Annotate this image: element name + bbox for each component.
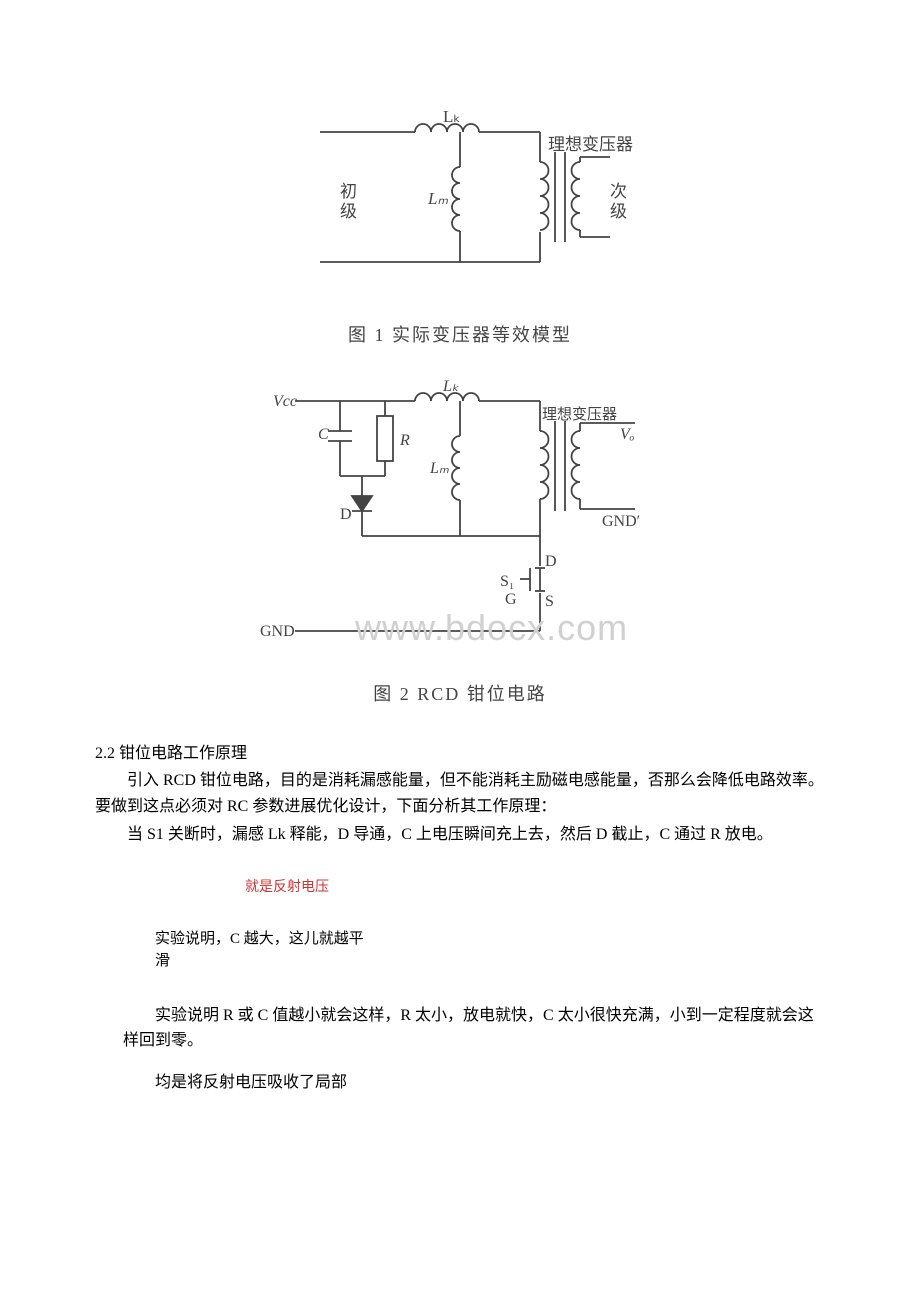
fig2-lm-label: Lₘ	[429, 460, 449, 477]
svg-text:级: 级	[340, 202, 357, 221]
note-1b: 滑	[155, 950, 455, 973]
fig2-vo-label: Vₒ	[620, 426, 635, 443]
figure-1-svg: Lₖ Lₘ 理想变压器 初 级 次 级	[280, 92, 640, 302]
section-heading: 2.2 钳位电路工作原理	[95, 741, 825, 767]
fig2-gndp-label: GND′	[602, 513, 640, 530]
fig2-lk-label: Lₖ	[442, 378, 459, 395]
red-note: 就是反射电压	[245, 877, 825, 899]
fig2-c-label: C	[318, 426, 329, 443]
fig2-ideal-label: 理想变压器	[542, 406, 617, 423]
fig2-s-label: S	[545, 593, 554, 610]
fig2-d-label: D	[340, 506, 352, 523]
fig1-primary-label: 初	[340, 182, 357, 201]
fig2-dg-label: D	[545, 553, 557, 570]
section-p2: 当 S1 关断时，漏感 Lk 释能，D 导通，C 上电压瞬间充上去，然后 D 截…	[95, 822, 825, 848]
fig2-s1-label: S₁	[500, 573, 514, 590]
figure-1-caption: 图 1 实际变压器等效模型	[95, 321, 825, 350]
fig1-lk-label: Lₖ	[443, 107, 461, 126]
fig1-secondary-label: 次	[610, 182, 627, 201]
section-p3: 实验说明 R 或 C 值越小就会这样，R 太小，放电就快，C 太小很快充满，小到…	[123, 1003, 825, 1054]
fig1-lm-label: Lₘ	[427, 189, 448, 208]
figure-2-svg: Vcc Lₖ Lₘ 理想变压器 Vₒ GND′ C R D S₁ D G S G…	[240, 361, 680, 661]
svg-text:级: 级	[610, 202, 627, 221]
section-p4: 均是将反射电压吸收了局部	[123, 1070, 825, 1096]
fig2-g-label: G	[505, 591, 517, 608]
figure-2-caption: 图 2 RCD 钳位电路	[95, 680, 825, 709]
note-1a: 实验说明，C 越大，这儿就越平	[155, 928, 455, 951]
fig1-ideal-label: 理想变压器	[548, 135, 633, 154]
figure-2: Vcc Lₖ Lₘ 理想变压器 Vₒ GND′ C R D S₁ D G S G…	[95, 361, 825, 708]
section-p1: 引入 RCD 钳位电路，目的是消耗漏感能量，但不能消耗主励磁电感能量，否那么会降…	[95, 768, 825, 819]
fig2-gnd-label: GND	[260, 623, 295, 640]
fig2-r-label: R	[399, 432, 410, 449]
fig2-vcc-label: Vcc	[273, 393, 297, 410]
figure-1: Lₖ Lₘ 理想变压器 初 级 次 级 图 1 实际变压器等效模型	[95, 92, 825, 349]
